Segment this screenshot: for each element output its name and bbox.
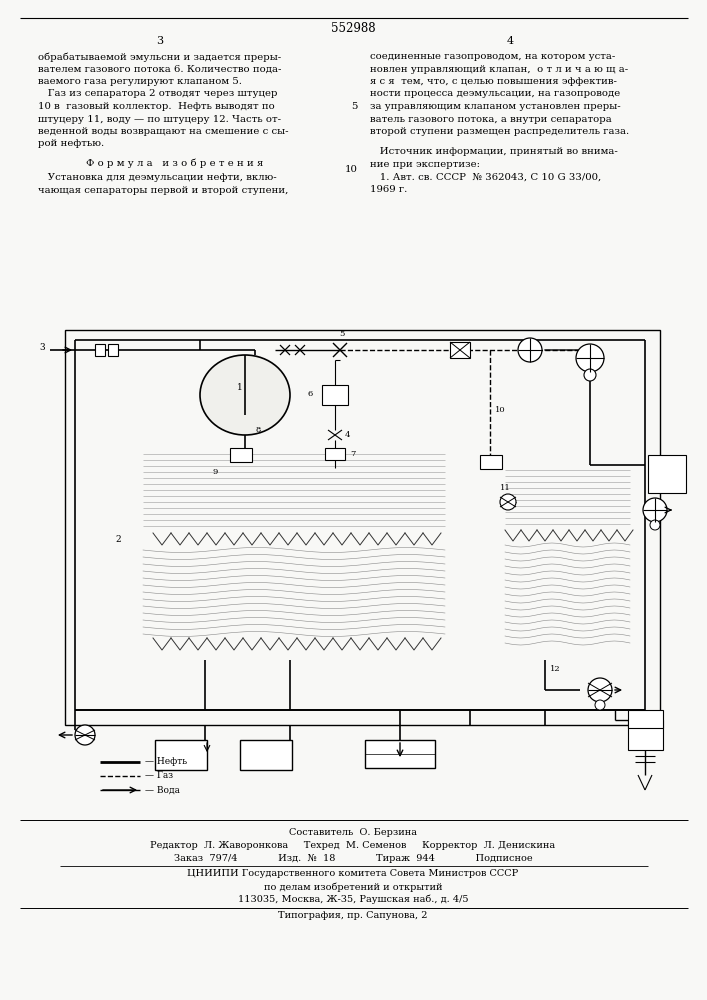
Text: 5: 5 [339,330,345,338]
Text: 113035, Москва, Ж-35, Раушская наб., д. 4/5: 113035, Москва, Ж-35, Раушская наб., д. … [238,895,468,904]
Text: Ф о р м у л а   и з о б р е т е н и я: Ф о р м у л а и з о б р е т е н и я [86,158,264,167]
Text: 3: 3 [156,36,163,46]
Text: ваемого газа регулируют клапаном 5.: ваемого газа регулируют клапаном 5. [38,77,242,86]
Bar [65,330,660,725]
FancyBboxPatch shape [490,465,645,660]
Bar [230,448,252,462]
Text: веденной воды возвращают на смешение с сы-: веденной воды возвращают на смешение с с… [38,127,288,136]
Circle shape [500,494,516,510]
Text: 2: 2 [115,536,121,544]
Text: по делам изобретений и открытий: по делам изобретений и открытий [264,882,443,892]
Bar [648,455,686,493]
Bar [108,344,118,356]
Circle shape [643,498,667,522]
Text: 3: 3 [40,342,45,352]
Text: второй ступени размещен распределитель газа.: второй ступени размещен распределитель г… [370,127,629,136]
Text: Типография, пр. Сапунова, 2: Типография, пр. Сапунова, 2 [279,911,428,920]
Text: вателем газового потока 6. Количество пода-: вателем газового потока 6. Количество по… [38,64,281,74]
Text: 1969 г.: 1969 г. [370,185,407,194]
Text: Редактор  Л. Жаворонкова     Техред  М. Семенов     Корректор  Л. Денискина: Редактор Л. Жаворонкова Техред М. Семено… [151,841,556,850]
Text: — Нефть: — Нефть [145,758,187,766]
Text: 10: 10 [345,164,358,174]
Circle shape [595,700,605,710]
Circle shape [650,520,660,530]
Text: ние при экспертизе:: ние при экспертизе: [370,160,480,169]
Text: — Вода: — Вода [145,786,180,794]
Bar [628,710,663,728]
Bar [155,740,207,770]
Circle shape [576,344,604,372]
Text: обрабатываемой эмульсни и задается преры-: обрабатываемой эмульсни и задается преры… [38,52,281,62]
Bar [480,455,502,469]
Text: Заказ  797/4             Изд.  №  18             Тираж  944             Подписно: Заказ 797/4 Изд. № 18 Тираж 944 Подписно [174,854,532,863]
Text: 8: 8 [255,426,260,434]
Text: 7: 7 [350,450,356,458]
Bar [240,740,292,770]
Text: 11: 11 [500,484,510,492]
Text: ЦНИИПИ Государственного комитета Совета Министров СССР: ЦНИИПИ Государственного комитета Совета … [187,869,519,878]
Text: 10: 10 [495,406,506,414]
Circle shape [588,678,612,702]
Text: я с я  тем, что, с целью повышения эффектив-: я с я тем, что, с целью повышения эффект… [370,77,617,86]
Bar [325,448,345,460]
Text: Установка для деэмульсации нефти, вклю-: Установка для деэмульсации нефти, вклю- [38,174,276,182]
Text: 5: 5 [351,102,358,111]
Bar [322,385,348,405]
Circle shape [75,725,95,745]
Text: 1: 1 [237,382,243,391]
Bar [95,344,105,356]
Text: 10 в  газовый коллектор.  Нефть выводят по: 10 в газовый коллектор. Нефть выводят по [38,102,275,111]
Circle shape [584,369,596,381]
Text: 6: 6 [308,390,313,398]
Text: 12: 12 [550,665,561,673]
Text: 9: 9 [212,468,218,476]
Ellipse shape [200,355,290,435]
Text: рой нефтью.: рой нефтью. [38,139,104,148]
Text: ватель газового потока, а внутри сепаратора: ватель газового потока, а внутри сепарат… [370,114,612,123]
Text: за управляющим клапаном установлен преры-: за управляющим клапаном установлен преры… [370,102,621,111]
Text: штуцеру 11, воду — по штуцеру 12. Часть от-: штуцеру 11, воду — по штуцеру 12. Часть … [38,114,281,123]
Circle shape [518,338,542,362]
Text: 552988: 552988 [331,22,375,35]
Bar [628,720,663,750]
Text: 4: 4 [345,431,351,439]
Text: Составитель  О. Берзина: Составитель О. Берзина [289,828,417,837]
Bar [365,740,435,768]
Text: Источник информации, принятый во внима-: Источник информации, принятый во внима- [370,147,618,156]
Text: Газ из сепаратора 2 отводят через штуцер: Газ из сепаратора 2 отводят через штуцер [38,90,278,99]
Text: чающая сепараторы первой и второй ступени,: чающая сепараторы первой и второй ступен… [38,186,288,195]
Text: ности процесса деэмульсации, на газопроводе: ности процесса деэмульсации, на газопров… [370,90,620,99]
Text: новлен управляющий клапан,  о т л и ч а ю щ а-: новлен управляющий клапан, о т л и ч а ю… [370,64,628,74]
Text: 1. Авт. св. СССР  № 362043, С 10 G 33/00,: 1. Авт. св. СССР № 362043, С 10 G 33/00, [370,172,601,182]
FancyBboxPatch shape [108,448,480,660]
Text: — Газ: — Газ [145,772,173,780]
Bar [450,342,470,358]
Text: 4: 4 [506,36,513,46]
Text: соединенные газопроводом, на котором уста-: соединенные газопроводом, на котором уст… [370,52,615,61]
